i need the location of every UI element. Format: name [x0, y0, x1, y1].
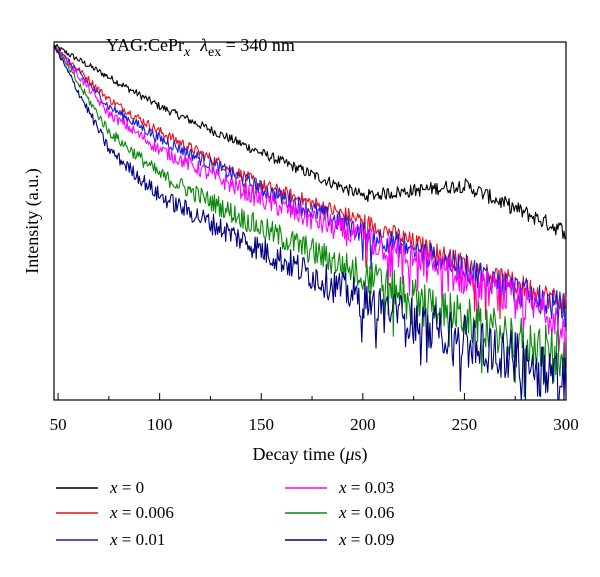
x-axis-title-text: Decay time (: [253, 444, 346, 465]
annotation-lambda: λ: [199, 35, 208, 55]
series-layer: [53, 42, 567, 401]
x-tick-label: 100: [147, 415, 173, 434]
x-axis-title-unit: s): [355, 444, 368, 465]
annotation-prefix: YAG:CePr: [106, 35, 184, 55]
x-axis-title-mu: μ: [344, 444, 354, 464]
chart-annotation: YAG:CePrx λex = 340 nm: [106, 35, 295, 60]
plot-frame: [53, 41, 567, 401]
legend-label-1: x = 0.006: [109, 503, 174, 522]
legend-label-0: x = 0: [109, 478, 144, 497]
legend-label-5: x = 0.09: [338, 530, 394, 549]
annotation-lambda-value: = 340 nm: [221, 35, 295, 55]
x-tick-label: 50: [50, 415, 67, 434]
series-line-2: [53, 43, 567, 332]
annotation-lambda-sub: ex: [208, 45, 221, 60]
series-line-5: [53, 45, 567, 401]
series-line-3: [53, 42, 567, 369]
legend-label-2: x = 0.01: [109, 530, 165, 549]
legend-label-3: x = 0.03: [338, 478, 394, 497]
annotation-prefix-sub: x: [183, 45, 191, 60]
x-tick-label: 300: [553, 415, 579, 434]
legend-label-4: x = 0.06: [338, 503, 394, 522]
x-axis-title: Decay time (μs): [253, 444, 368, 465]
legend: x = 0 x = 0.006 x = 0.01 x = 0.03 x = 0.06 x …: [56, 478, 394, 549]
y-axis-title: Intensity (a.u.): [22, 168, 43, 273]
series-line-4: [53, 42, 567, 398]
x-tick-label: 200: [350, 415, 376, 434]
x-tick-label: 150: [248, 415, 274, 434]
x-tick-label: 250: [452, 415, 478, 434]
series-line-0: [53, 43, 567, 240]
x-axis-ticks: 50 100 150 200 250 300: [50, 393, 579, 434]
